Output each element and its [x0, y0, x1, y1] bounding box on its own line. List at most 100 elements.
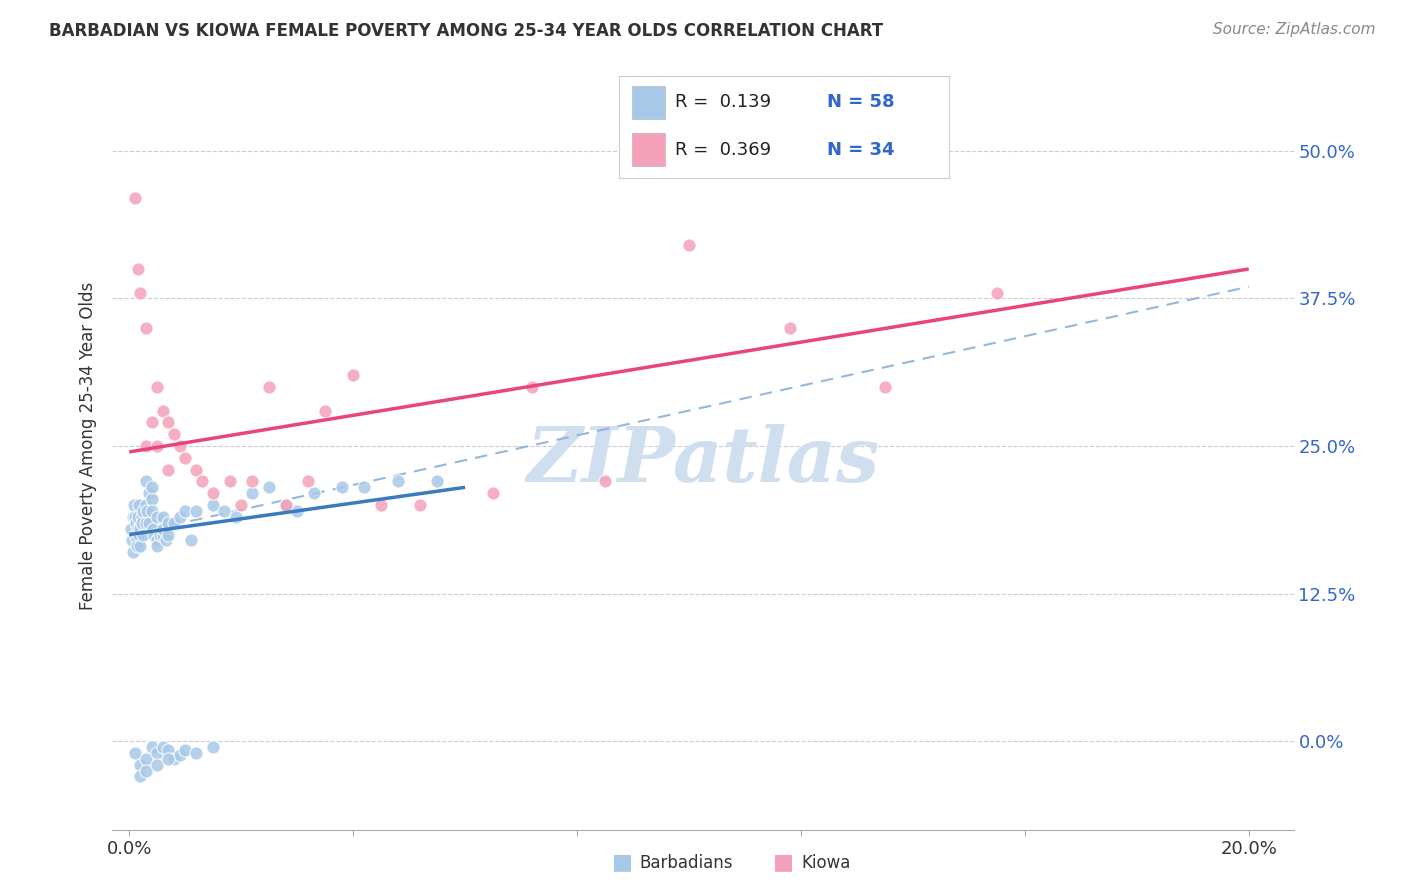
Point	[274, 498, 297, 512]
Point	[141, 480, 163, 494]
Point	[779, 321, 801, 335]
Point	[163, 752, 186, 766]
Point	[242, 475, 264, 489]
Point	[129, 522, 152, 536]
Point	[141, 492, 163, 507]
Text: N = 34: N = 34	[827, 141, 894, 159]
Text: BARBADIAN VS KIOWA FEMALE POVERTY AMONG 25-34 YEAR OLDS CORRELATION CHART: BARBADIAN VS KIOWA FEMALE POVERTY AMONG …	[49, 22, 883, 40]
Point	[257, 380, 280, 394]
Point	[174, 743, 197, 757]
Point	[121, 533, 143, 548]
FancyBboxPatch shape	[631, 87, 665, 119]
Point	[157, 752, 180, 766]
Point	[342, 368, 364, 383]
Point	[125, 533, 148, 548]
Point	[202, 486, 225, 500]
Point	[141, 504, 163, 518]
Point	[128, 527, 150, 541]
Point	[873, 380, 896, 394]
Point	[146, 380, 169, 394]
Point	[593, 475, 616, 489]
Text: R =  0.139: R = 0.139	[675, 94, 770, 112]
Point	[157, 516, 180, 530]
Point	[146, 533, 169, 548]
Point	[142, 522, 165, 536]
Point	[141, 739, 163, 754]
Text: Barbadians: Barbadians	[640, 855, 734, 872]
Point	[678, 238, 700, 252]
Point	[314, 403, 336, 417]
Point	[129, 769, 152, 783]
Point	[482, 486, 505, 500]
Point	[143, 527, 166, 541]
Point	[135, 498, 157, 512]
Point	[174, 450, 197, 465]
Point	[152, 509, 174, 524]
Point	[157, 527, 180, 541]
Point	[387, 475, 409, 489]
Point	[125, 516, 148, 530]
Point	[219, 475, 242, 489]
Point	[186, 746, 208, 760]
Text: R =  0.369: R = 0.369	[675, 141, 770, 159]
Point	[522, 380, 544, 394]
Point	[122, 498, 145, 512]
Point	[186, 504, 208, 518]
Point	[129, 757, 152, 772]
Point	[242, 486, 264, 500]
Point	[353, 480, 375, 494]
Point	[132, 527, 155, 541]
Point	[146, 539, 169, 553]
Point	[202, 498, 225, 512]
Text: Kiowa: Kiowa	[801, 855, 851, 872]
Point	[274, 498, 297, 512]
Point	[152, 527, 174, 541]
Point	[152, 403, 174, 417]
Point	[169, 439, 191, 453]
Point	[135, 321, 157, 335]
Point	[135, 764, 157, 778]
Point	[169, 509, 191, 524]
Point	[986, 285, 1008, 300]
Point	[157, 416, 180, 430]
Point	[124, 191, 146, 205]
Point	[163, 516, 186, 530]
Point	[155, 533, 177, 548]
Point	[214, 504, 236, 518]
Point	[120, 522, 142, 536]
Point	[135, 439, 157, 453]
Point	[138, 516, 160, 530]
Point	[127, 262, 149, 277]
Point	[135, 516, 157, 530]
Point	[370, 498, 392, 512]
Point	[138, 486, 160, 500]
Point	[409, 498, 432, 512]
Point	[180, 533, 202, 548]
Point	[202, 739, 225, 754]
Point	[146, 757, 169, 772]
Point	[129, 539, 152, 553]
Text: ZIPatlas: ZIPatlas	[526, 425, 880, 499]
Point	[152, 739, 174, 754]
Point	[121, 509, 143, 524]
Point	[136, 504, 159, 518]
Point	[135, 475, 157, 489]
Point	[225, 509, 247, 524]
Point	[330, 480, 353, 494]
Point	[122, 545, 145, 559]
Point	[128, 498, 150, 512]
Text: ■: ■	[612, 853, 633, 872]
Point	[127, 522, 149, 536]
Point	[163, 427, 186, 442]
Point	[157, 462, 180, 476]
Text: Source: ZipAtlas.com: Source: ZipAtlas.com	[1212, 22, 1375, 37]
Point	[149, 527, 172, 541]
Point	[124, 746, 146, 760]
Point	[169, 748, 191, 763]
Y-axis label: Female Poverty Among 25-34 Year Olds: Female Poverty Among 25-34 Year Olds	[79, 282, 97, 610]
Point	[174, 504, 197, 518]
Point	[152, 522, 174, 536]
Point	[127, 539, 149, 553]
Point	[157, 743, 180, 757]
Point	[297, 475, 319, 489]
